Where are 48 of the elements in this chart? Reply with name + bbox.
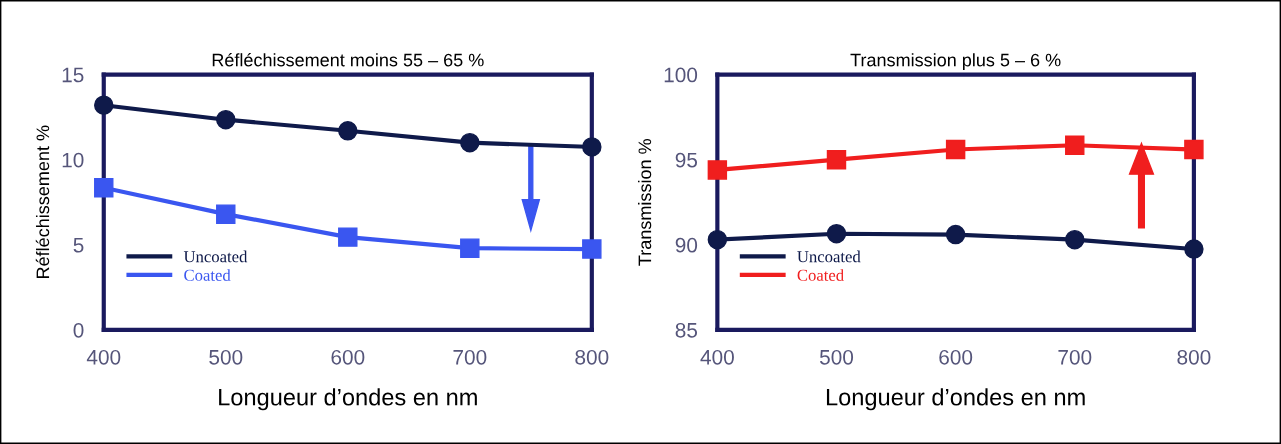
legend-label: Uncoated (797, 250, 861, 263)
point (945, 224, 966, 245)
legend-label: Coated (184, 269, 231, 281)
y-axis-title: Réfléchissement % (35, 125, 50, 279)
legend-label: Uncoated (183, 250, 248, 263)
x-tick-label: 700 (453, 349, 487, 365)
x-tick-label: 500 (209, 349, 243, 365)
point (707, 229, 728, 250)
point (707, 160, 728, 180)
x-axis-title: Longueur d’ondes en nm (219, 388, 477, 411)
point (1065, 135, 1085, 155)
point (582, 239, 602, 259)
y-tick-label: 15 (62, 67, 84, 83)
x-tick-label: 700 (1058, 349, 1092, 365)
point (826, 149, 847, 170)
y-tick-label: 10 (62, 152, 84, 168)
point (338, 227, 358, 247)
point (94, 178, 114, 198)
y-tick-label: 95 (675, 152, 698, 168)
point (460, 238, 480, 258)
point (216, 204, 236, 224)
x-tick-label: 400 (700, 349, 734, 365)
point (945, 139, 966, 160)
x-tick-label: 400 (86, 349, 121, 365)
y-tick-label: 90 (675, 237, 698, 253)
chart-title: Transmission plus 5 – 6 % (850, 53, 1061, 71)
y-axis-title: Transmission % (638, 139, 652, 266)
x-tick-label: 600 (939, 349, 973, 365)
x-axis-title: Longueur d’ondes en nm (826, 388, 1085, 411)
point (826, 224, 847, 244)
point (94, 95, 114, 115)
y-tick-label: 100 (664, 67, 698, 83)
x-tick-label: 800 (575, 349, 609, 365)
point (338, 121, 358, 141)
legend-label: Coated (797, 269, 844, 281)
chart-title: Réfléchissement moins 55 – 65 % (212, 52, 484, 67)
x-tick-label: 600 (331, 349, 365, 365)
x-tick-label: 800 (1177, 349, 1211, 365)
point (460, 132, 480, 153)
point (1184, 239, 1204, 259)
x-tick-label: 500 (819, 349, 854, 365)
point (1184, 139, 1204, 160)
point (582, 137, 602, 157)
point (1065, 229, 1085, 250)
point (216, 109, 236, 130)
y-tick-label: 0 (73, 322, 84, 338)
y-tick-label: 85 (675, 322, 698, 338)
y-tick-label: 5 (73, 238, 84, 253)
